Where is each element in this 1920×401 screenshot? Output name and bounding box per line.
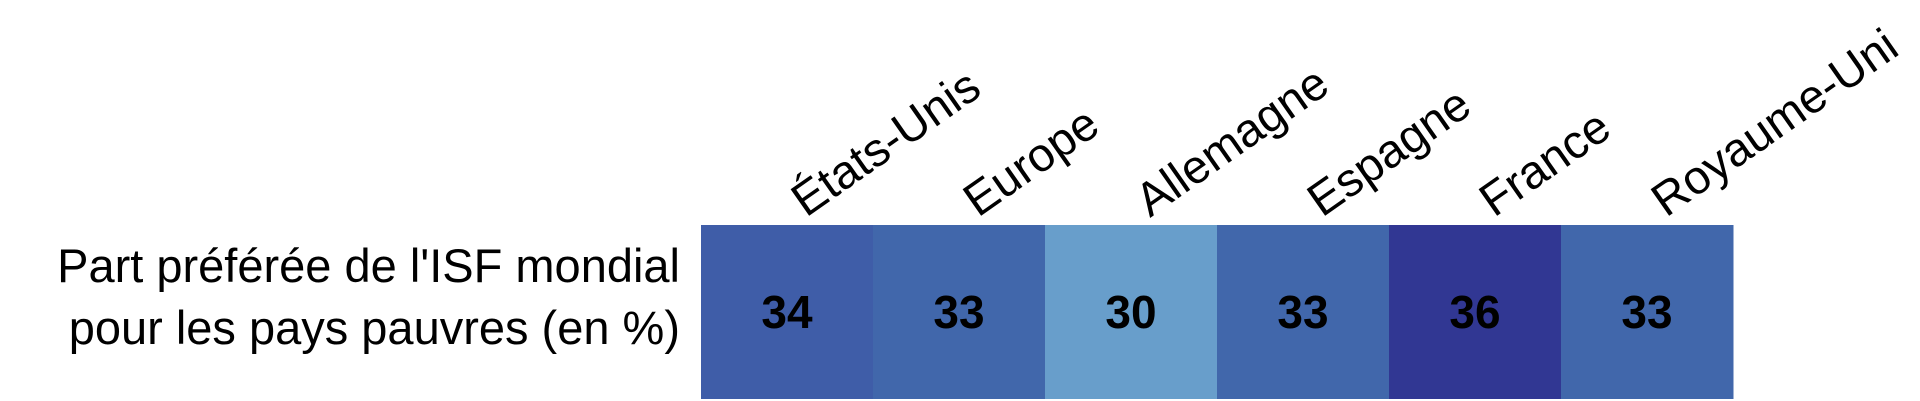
column-label: Allemagne xyxy=(1125,55,1337,226)
cell-value-label: 33 xyxy=(1621,286,1672,338)
cell-value-label: 34 xyxy=(761,286,813,338)
row-label: Part préférée de l'ISF mondial pour les … xyxy=(57,239,680,354)
heatmap-cell xyxy=(1045,225,1218,399)
heatmap-cell xyxy=(1561,225,1734,399)
cell-value-label: 36 xyxy=(1449,286,1500,338)
row-label-line-1: Part préférée de l'ISF mondial xyxy=(57,239,680,292)
row-label-line-2: pour les pays pauvres (en %) xyxy=(69,301,680,354)
column-label: Royaume-Uni xyxy=(1641,18,1907,226)
heatmap-cell xyxy=(1389,225,1562,399)
cell-value-label: 30 xyxy=(1105,286,1156,338)
cell-value-label: 33 xyxy=(1277,286,1328,338)
heatmap-cell xyxy=(701,225,874,399)
heatmap-cells: 34 33 30 33 36 33 xyxy=(701,225,1734,399)
column-label: France xyxy=(1469,99,1619,226)
column-label: Europe xyxy=(953,96,1108,226)
column-label: États-Unis xyxy=(781,58,989,226)
cell-value-label: 33 xyxy=(933,286,984,338)
heatmap-cell xyxy=(1217,225,1390,399)
heatmap-cell xyxy=(873,225,1046,399)
